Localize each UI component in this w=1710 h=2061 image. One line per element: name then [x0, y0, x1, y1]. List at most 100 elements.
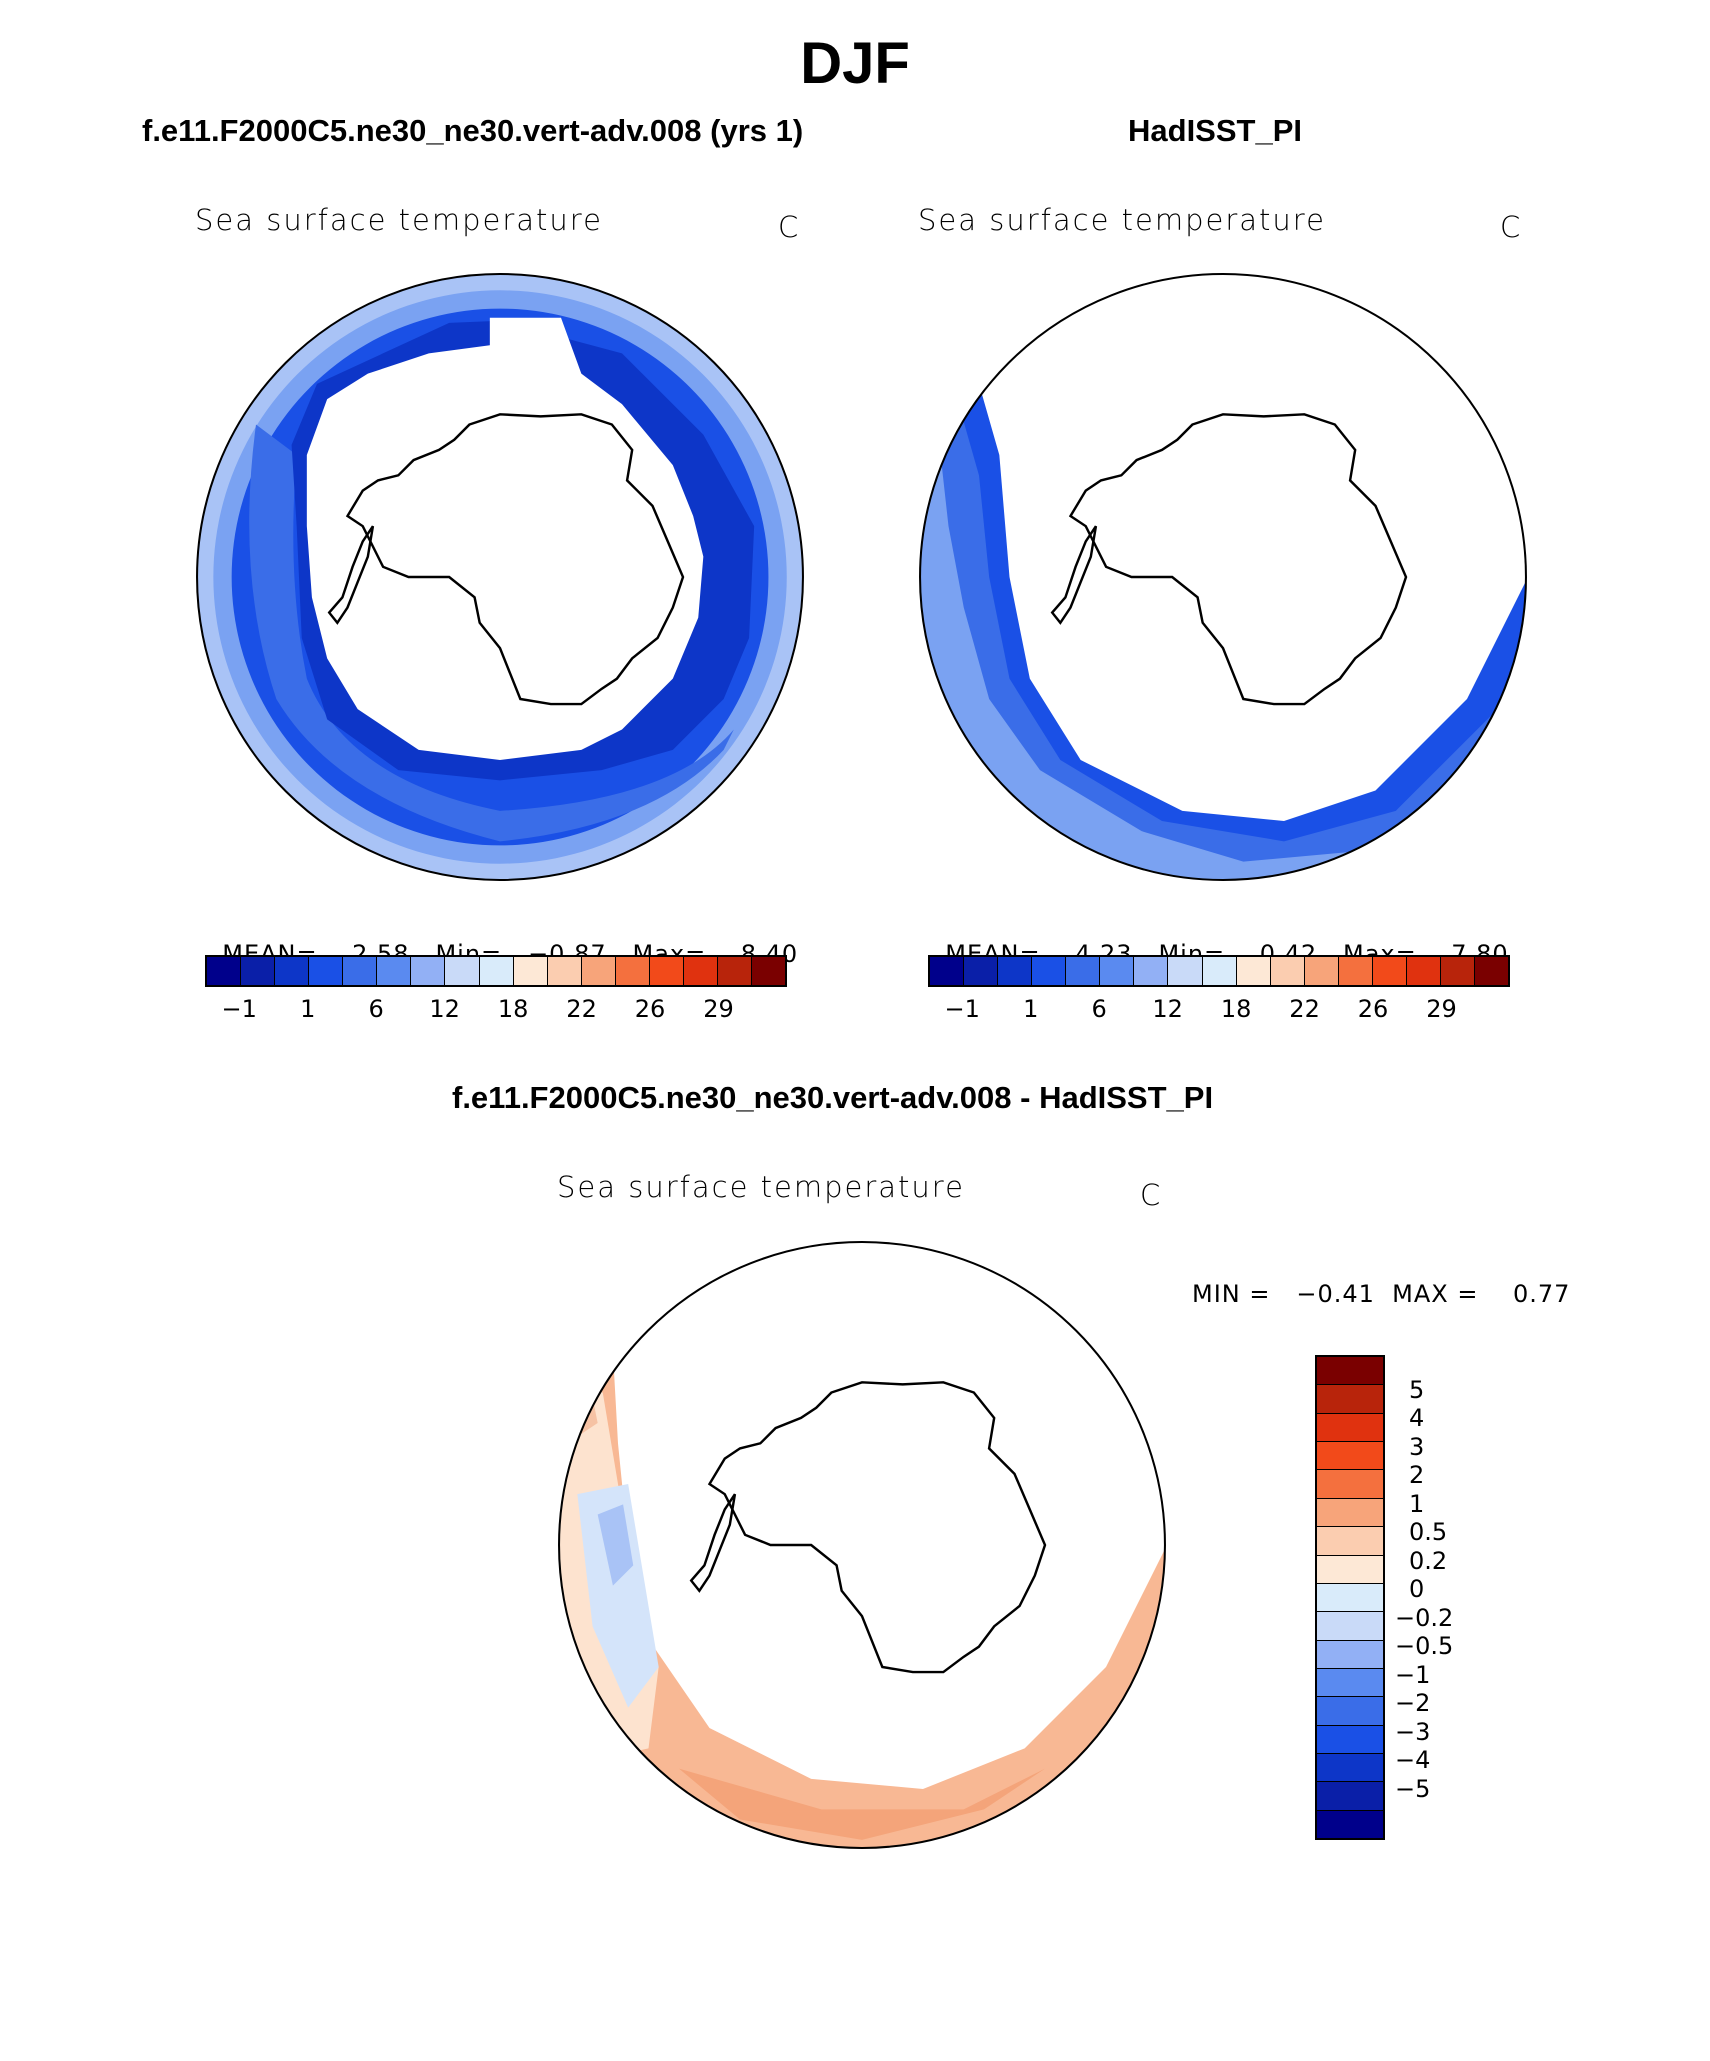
diff-colorbar-tick-label: 0 [1409, 1575, 1425, 1604]
diff-colorbar-cell [1317, 1497, 1383, 1527]
diff-colorbar-tick-label: 0.2 [1409, 1546, 1448, 1575]
obs-colorbar-cell [963, 957, 998, 985]
diff-sst-map [558, 1241, 1166, 1849]
diff-colorbar-tick-label: −3 [1395, 1717, 1431, 1746]
diff-colorbar-cell [1317, 1724, 1383, 1754]
diff-subtitle: Sea surface temperature [557, 1170, 965, 1204]
obs-colorbar-cell [1133, 957, 1168, 985]
obs-colorbar-cell [1474, 957, 1509, 985]
figure-title: DJF [800, 31, 910, 96]
obs-colorbar-cell [1167, 957, 1202, 985]
diff-colorbar-tick-label: −5 [1395, 1774, 1431, 1803]
diff-colorbar-cell [1317, 1357, 1383, 1385]
model-colorbar-cell [580, 957, 615, 985]
diff-colorbar-cell [1317, 1753, 1383, 1782]
model-colorbar-cell [614, 957, 649, 985]
obs-colorbar-cell [1201, 957, 1236, 985]
obs-colorbar-cell [1269, 957, 1304, 985]
obs-colorbar-cell [930, 957, 964, 985]
diff-colorbar-tick-label: −0.5 [1395, 1632, 1454, 1661]
model-sst-map [196, 273, 804, 881]
obs-colorbar-tick-label: −1 [944, 995, 980, 1023]
diff-colorbar-cell [1317, 1781, 1383, 1810]
diff-minmax: MIN = −0.41 MAX = 0.77 [1192, 1280, 1571, 1308]
diff-colorbar-tick-label: −2 [1395, 1689, 1431, 1718]
diff-colorbar-tick-label: −1 [1395, 1660, 1431, 1689]
diff-colorbar-tick-label: −4 [1395, 1746, 1431, 1775]
diff-colorbar-tick-label: 4 [1409, 1404, 1425, 1433]
obs-colorbar-tick-label: 1 [1023, 995, 1039, 1023]
obs-subtitle: Sea surface temperature [918, 203, 1326, 237]
diff-colorbar-cell [1317, 1667, 1383, 1697]
model-colorbar-cell [444, 957, 479, 985]
obs-colorbar-cell [1337, 957, 1372, 985]
obs-colorbar-cell [1031, 957, 1066, 985]
diff-colorbar-cell [1317, 1469, 1383, 1498]
obs-colorbar-tick-label: 6 [1091, 995, 1107, 1023]
diff-colorbar-cell [1317, 1384, 1383, 1413]
diff-colorbar-cell [1317, 1554, 1383, 1583]
diff-colorbar-cell [1317, 1639, 1383, 1668]
model-colorbar-cell [308, 957, 343, 985]
model-colorbar-tick-label: 1 [300, 995, 316, 1023]
diff-units: C [1140, 1178, 1163, 1212]
obs-colorbar-cell [1303, 957, 1338, 985]
diff-colorbar-cell [1317, 1809, 1383, 1839]
model-subtitle: Sea surface temperature [195, 203, 603, 237]
model-colorbar-tick-label: 6 [368, 995, 384, 1023]
obs-colorbar-cell [1065, 957, 1100, 985]
diff-colorbar [1315, 1355, 1385, 1840]
obs-colorbar-cell [1405, 957, 1440, 985]
obs-colorbar-cell [1235, 957, 1270, 985]
model-colorbar-tick-label: 22 [566, 995, 597, 1023]
obs-colorbar [928, 955, 1510, 987]
diff-colorbar-cell [1317, 1526, 1383, 1555]
obs-colorbar-cell [1099, 957, 1134, 985]
diff-colorbar-cell [1317, 1441, 1383, 1470]
model-colorbar-tick-label: 12 [429, 995, 460, 1023]
diff-colorbar-ticks: 5 4 3 2 1 0.5 0.2 0 −0.2 −0.5 −1 −2 −3 −4 −5 [1395, 1355, 1495, 1840]
model-colorbar-tick-label: −1 [221, 995, 257, 1023]
model-colorbar-tick-label: 29 [703, 995, 734, 1023]
diff-colorbar-tick-label: 1 [1409, 1489, 1425, 1518]
model-colorbar-cell [512, 957, 547, 985]
model-colorbar-cell [751, 957, 786, 985]
obs-colorbar-tick-label: 22 [1289, 995, 1320, 1023]
obs-colorbar-tick-label: 26 [1357, 995, 1389, 1023]
diff-colorbar-cell [1317, 1412, 1383, 1442]
diff-colorbar-tick-label: 2 [1409, 1461, 1425, 1490]
model-colorbar-cell [648, 957, 683, 985]
obs-sst-map [919, 273, 1527, 881]
diff-colorbar-cell [1317, 1696, 1383, 1725]
model-colorbar-cell [207, 957, 241, 985]
model-colorbar-cell [546, 957, 581, 985]
model-colorbar-cell [240, 957, 275, 985]
model-units: C [778, 210, 801, 244]
obs-colorbar-cell [1371, 957, 1406, 985]
model-colorbar-cell [274, 957, 309, 985]
model-colorbar-cell [410, 957, 445, 985]
antarctica-coastline [327, 413, 685, 706]
model-panel-header: f.e11.F2000C5.ne30_ne30.vert-adv.008 (yr… [142, 113, 804, 148]
diff-colorbar-tick-label: 5 [1409, 1375, 1425, 1404]
obs-units: C [1500, 210, 1523, 244]
obs-colorbar-tick-label: 29 [1426, 995, 1457, 1023]
model-colorbar-tick-label: 26 [634, 995, 666, 1023]
diff-colorbar-cell [1317, 1611, 1383, 1640]
obs-colorbar-tick-label: 18 [1220, 995, 1252, 1023]
model-colorbar-tick-label: 18 [497, 995, 529, 1023]
model-colorbar-cell [716, 957, 751, 985]
model-colorbar-cell [376, 957, 411, 985]
model-colorbar-cell [682, 957, 717, 985]
diff-panel-header: f.e11.F2000C5.ne30_ne30.vert-adv.008 - H… [452, 1080, 1214, 1115]
obs-panel-header: HadISST_PI [1128, 113, 1302, 148]
obs-colorbar-ticks: −1 1 6 12 18 22 26 29 [928, 995, 1510, 1025]
obs-colorbar-cell [997, 957, 1032, 985]
diff-colorbar-tick-label: 3 [1409, 1432, 1425, 1461]
model-colorbar [205, 955, 787, 987]
obs-colorbar-tick-label: 12 [1152, 995, 1183, 1023]
diff-colorbar-tick-label: 0.5 [1409, 1518, 1448, 1547]
diff-colorbar-cell [1317, 1582, 1383, 1612]
diff-colorbar-tick-label: −0.2 [1395, 1603, 1454, 1632]
model-colorbar-cell [342, 957, 377, 985]
